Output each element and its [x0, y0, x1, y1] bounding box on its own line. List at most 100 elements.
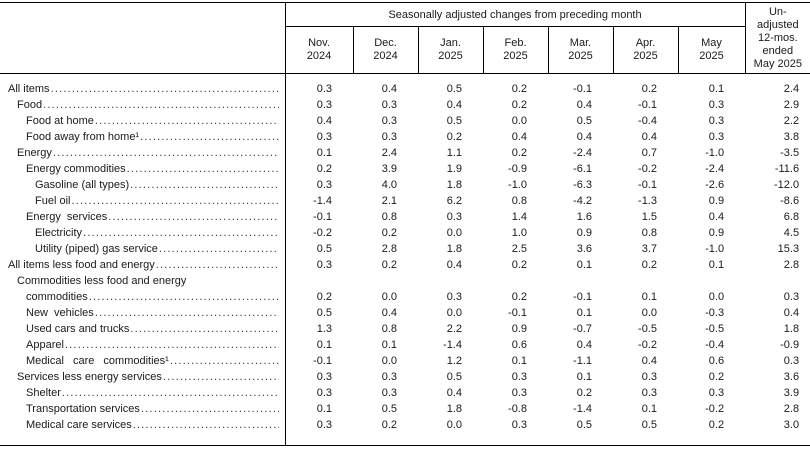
row-label: Used cars and trucks — [0, 321, 286, 337]
cell-month-5: -0.1 — [638, 99, 657, 111]
cell-month-2: 1.2 — [446, 355, 462, 367]
cell-month-4: 0.1 — [576, 371, 592, 383]
cell-month-0: 0.3 — [316, 179, 332, 191]
table-row: Food at home 0.4 0.3 0.5 0.0 0.5 -0.4 0.3 2.2 — [0, 113, 810, 129]
row-label: Energy commodities — [0, 161, 286, 177]
cell-month-1: 0.3 — [381, 115, 397, 127]
cell-month-5: 0.7 — [641, 147, 657, 159]
month-header-feb-2025: Feb. 2025 — [483, 26, 549, 74]
dot-leader — [170, 353, 279, 369]
dot-leader — [127, 161, 279, 177]
stub-header — [0, 2, 286, 74]
month-header-dec-2024: Dec. 2024 — [353, 26, 419, 74]
cell-month-0: 0.3 — [316, 419, 332, 431]
cell-month-4: -0.1 — [573, 83, 592, 95]
dot-leader — [108, 209, 278, 225]
dot-leader — [130, 177, 278, 193]
cell-month-2: 0.4 — [446, 99, 462, 111]
table-row: Medical care services 0.3 0.2 0.0 0.3 0.5 0.5 0… — [0, 417, 810, 446]
cell-month-1: 2.8 — [381, 243, 397, 255]
cell-month-3: 0.3 — [511, 371, 527, 383]
cell-month-1: 0.5 — [381, 403, 397, 415]
cell-month-2: 0.5 — [446, 371, 462, 383]
dot-leader — [133, 417, 279, 433]
row-label: Energy — [0, 145, 286, 161]
cell-unadjusted-12mo: 2.2 — [783, 115, 800, 127]
cell-month-1: 0.8 — [381, 211, 397, 223]
cell-month-4: 0.4 — [576, 99, 592, 111]
cell-month-3: 0.2 — [511, 259, 527, 271]
table-row: All items less food and energy 0.3 0.2 0.4 0… — [0, 257, 810, 273]
table-row: Services less energy services 0.3 0.3 0.5 0.… — [0, 369, 810, 385]
cell-unadjusted-12mo: -8.6 — [780, 195, 800, 207]
cell-month-2: 0.4 — [446, 259, 462, 271]
dot-leader — [53, 145, 279, 161]
cell-month-3: 0.2 — [511, 291, 527, 303]
row-label: New vehicles — [0, 305, 286, 321]
cell-month-0: 0.3 — [316, 387, 332, 399]
cell-month-4: -6.1 — [573, 163, 592, 175]
cell-month-5: 0.3 — [641, 371, 657, 383]
cell-month-6: 0.3 — [708, 387, 725, 399]
table-row: Electricity -0.2 0.2 0.0 1.0 0.9 0.8 0.9 4.5 — [0, 225, 810, 241]
table-header: Seasonally adjusted changes from precedi… — [0, 2, 810, 74]
cell-month-4: -0.7 — [573, 323, 592, 335]
row-label: Fuel oil — [0, 193, 286, 209]
cell-month-3: 0.8 — [511, 195, 527, 207]
cell-unadjusted-12mo: 0.3 — [783, 291, 800, 303]
cell-month-5: 3.7 — [641, 243, 657, 255]
month-header-nov-2024: Nov. 2024 — [285, 26, 354, 74]
cell-month-1: 0.8 — [381, 323, 397, 335]
row-label: Food — [0, 97, 286, 113]
cell-month-0: 0.5 — [316, 243, 332, 255]
cell-month-6: -1.0 — [705, 243, 725, 255]
table-row: Utility (piped) gas service 0.5 2.8 1.8 2.5 3… — [0, 241, 810, 257]
row-label: Energy services — [0, 209, 286, 225]
cell-month-1: 0.3 — [381, 99, 397, 111]
cell-month-3: 1.4 — [511, 211, 527, 223]
cell-month-4: 0.9 — [576, 227, 592, 239]
row-label: Food at home — [0, 113, 286, 129]
cell-month-5: -0.1 — [638, 179, 657, 191]
cell-month-3: 2.5 — [511, 243, 527, 255]
cell-month-0: 0.3 — [316, 99, 332, 111]
dot-leader — [163, 369, 279, 385]
cell-unadjusted-12mo: -12.0 — [774, 179, 800, 191]
cell-month-0: -0.1 — [313, 355, 332, 367]
cell-unadjusted-12mo: 6.8 — [783, 211, 800, 223]
cell-month-6: 0.9 — [708, 227, 725, 239]
unadjusted-header: Un- adjusted 12-mos. ended May 2025 — [745, 2, 810, 74]
cell-month-3: 0.2 — [511, 83, 527, 95]
row-label: Medical care services — [0, 417, 286, 446]
table-row: Gasoline (all types) 0.3 4.0 1.8 -1.0 -6.3 -0.… — [0, 177, 810, 193]
cell-month-3: 0.3 — [511, 387, 527, 399]
cell-month-2: 1.8 — [446, 243, 462, 255]
cell-month-4: 1.6 — [576, 211, 592, 223]
row-label: Transportation services — [0, 401, 286, 417]
cell-unadjusted-12mo: 0.4 — [783, 307, 800, 319]
table-row: Food away from home¹ 0.3 0.3 0.2 0.4 0.4 0.4 0.… — [0, 129, 810, 145]
row-label: Electricity — [0, 225, 286, 241]
cell-month-1: 0.1 — [381, 339, 397, 351]
cell-month-1: 0.4 — [381, 83, 397, 95]
cell-month-3: 0.4 — [511, 131, 527, 143]
dot-leader — [43, 97, 278, 113]
dot-leader — [141, 401, 279, 417]
cell-month-0: 0.3 — [316, 83, 332, 95]
cell-month-1: 0.3 — [381, 371, 397, 383]
cell-month-3: 0.6 — [511, 339, 527, 351]
table-row: Apparel 0.1 0.1 -1.4 0.6 0.4 -0.2 -0.4 -0.9 — [0, 337, 810, 353]
cell-unadjusted-12mo: 4.5 — [783, 227, 800, 239]
cell-month-6: -2.4 — [705, 163, 725, 175]
row-label: Utility (piped) gas service — [0, 241, 286, 257]
cell-month-6: -2.6 — [705, 179, 725, 191]
cell-month-6: -0.2 — [705, 403, 725, 415]
cell-month-5: 0.1 — [641, 403, 657, 415]
cell-unadjusted-12mo: 1.8 — [783, 323, 800, 335]
cell-month-3: 0.2 — [511, 99, 527, 111]
cell-month-0: 0.3 — [316, 259, 332, 271]
dot-leader — [83, 225, 278, 241]
table-row: Shelter 0.3 0.3 0.4 0.3 0.2 0.3 0.3 3.9 — [0, 385, 810, 401]
cell-month-6: 0.9 — [708, 195, 725, 207]
cell-month-0: 0.3 — [316, 131, 332, 143]
